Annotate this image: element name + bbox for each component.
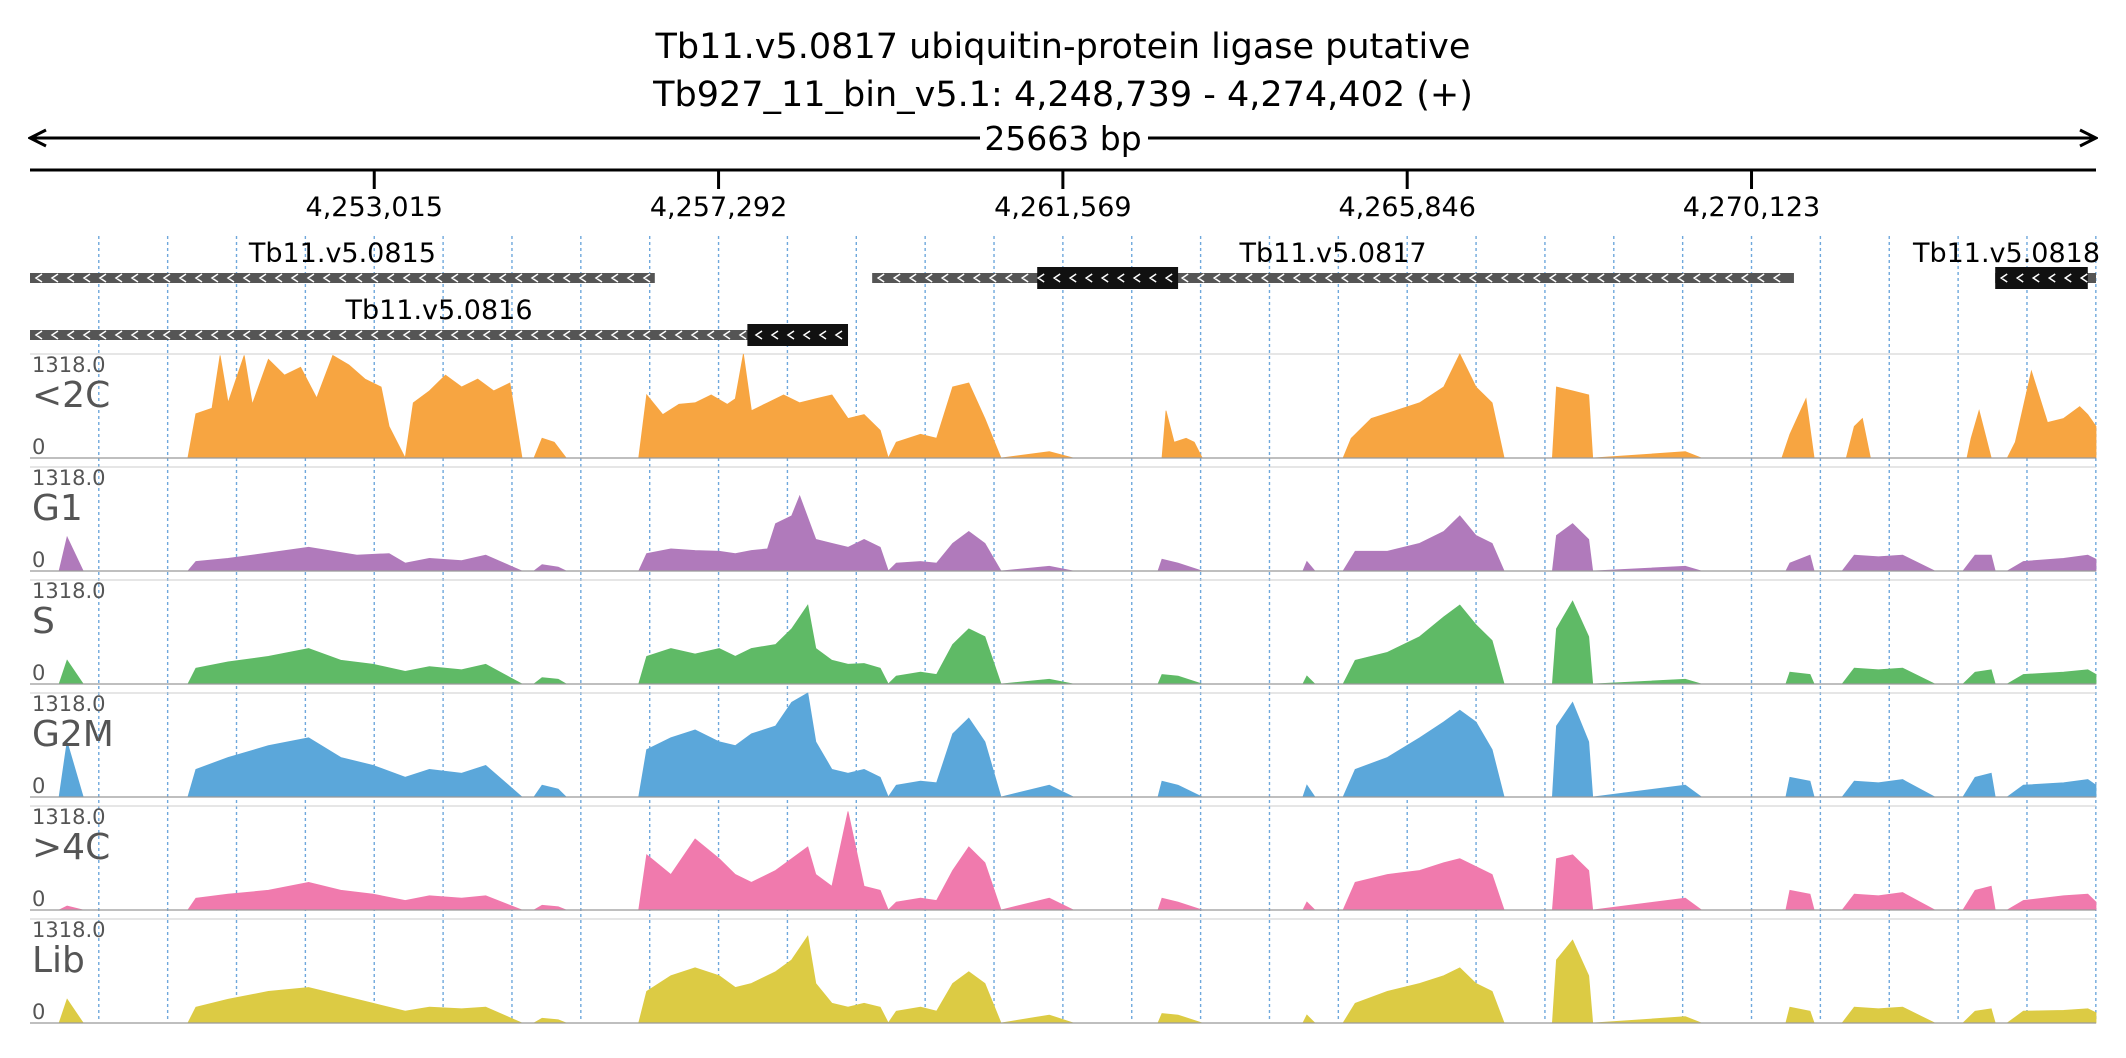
gene-label: Tb11.v5.0816: [344, 295, 532, 326]
track-min-label: 0: [32, 435, 45, 459]
chart-title: Tb11.v5.0817 ubiquitin-protein ligase pu…: [655, 27, 1471, 67]
gene-strand-arrows: [34, 273, 651, 283]
coverage-track: 1318.0 0 Lib: [30, 918, 2097, 1024]
coverage-track: 1318.0 0 >4C: [30, 805, 2097, 911]
coverage-tracks: 1318.00<2C1318.00G11318.00S1318.00G2M131…: [30, 353, 2097, 1024]
gene-track: Tb11.v5.0815 Tb11.v5.0817 Tb11.v5.0818 Tb11…: [30, 238, 2100, 346]
track-name-label: Lib: [32, 940, 85, 981]
x-tick-label: 4,253,015: [306, 192, 443, 223]
gene-strand-arrows: [1999, 273, 2088, 283]
x-tick-label: 4,265,846: [1338, 192, 1475, 223]
gene-feature: Tb11.v5.0815: [30, 238, 655, 283]
gene-feature: Tb11.v5.0816: [30, 295, 849, 346]
coverage-track: 1318.0 0 G2M: [30, 692, 2097, 798]
gene-body: [30, 273, 655, 283]
coverage-area: [34, 600, 2097, 685]
track-name-label: >4C: [32, 827, 110, 868]
coverage-track: 1318.0 0 <2C: [30, 353, 2097, 460]
gene-body: [872, 273, 1794, 283]
track-min-label: 0: [32, 774, 45, 798]
chart-subtitle: Tb927_11_bin_v5.1: 4,248,739 - 4,274,402…: [652, 75, 1473, 115]
gene-strand-arrows: [876, 273, 1781, 283]
track-max-label: 1318.0: [32, 692, 105, 716]
coverage-area: [34, 353, 2097, 460]
gene-strand-arrows: [34, 330, 843, 340]
span-length-label: 25663 bp: [984, 119, 1141, 158]
track-min-label: 0: [32, 1000, 45, 1024]
coverage-track: 1318.0 0 S: [30, 579, 2097, 685]
track-name-label: <2C: [32, 375, 110, 416]
gene-body: [30, 330, 849, 340]
x-axis-ticks: 4,253,015 4,257,292 4,261,569 4,265,846 4,27…: [306, 170, 1820, 223]
gene-label: Tb11.v5.0815: [248, 238, 436, 269]
track-min-label: 0: [32, 548, 45, 572]
track-name-label: G1: [32, 488, 83, 529]
gene-cds-block: [1037, 267, 1179, 289]
x-tick-label: 4,270,123: [1683, 192, 1820, 223]
coverage-area: [34, 692, 2097, 798]
gene-feature: Tb11.v5.0818: [1912, 238, 2100, 289]
track-name-label: S: [32, 601, 55, 642]
track-name-label: G2M: [32, 714, 114, 755]
track-max-label: 1318.0: [32, 805, 105, 829]
track-min-label: 0: [32, 661, 45, 685]
x-tick-label: 4,261,569: [994, 192, 1131, 223]
coverage-area: [34, 811, 2097, 911]
gene-feature: Tb11.v5.0817: [872, 238, 1794, 289]
track-max-label: 1318.0: [32, 579, 105, 603]
gene-label: Tb11.v5.0818: [1912, 238, 2100, 269]
gene-cds-block: [1995, 267, 2088, 289]
coverage-area: [34, 935, 2097, 1024]
track-min-label: 0: [32, 887, 45, 911]
track-max-label: 1318.0: [32, 918, 105, 942]
position-grid-lines: [98, 236, 2097, 1020]
track-max-label: 1318.0: [32, 353, 105, 377]
track-max-label: 1318.0: [32, 466, 105, 490]
gene-label: Tb11.v5.0817: [1239, 238, 1427, 269]
coverage-track: 1318.0 0 G1: [30, 466, 2097, 572]
coverage-area: [34, 494, 2097, 572]
x-tick-label: 4,257,292: [650, 192, 787, 223]
gene-cds-block: [747, 324, 849, 346]
